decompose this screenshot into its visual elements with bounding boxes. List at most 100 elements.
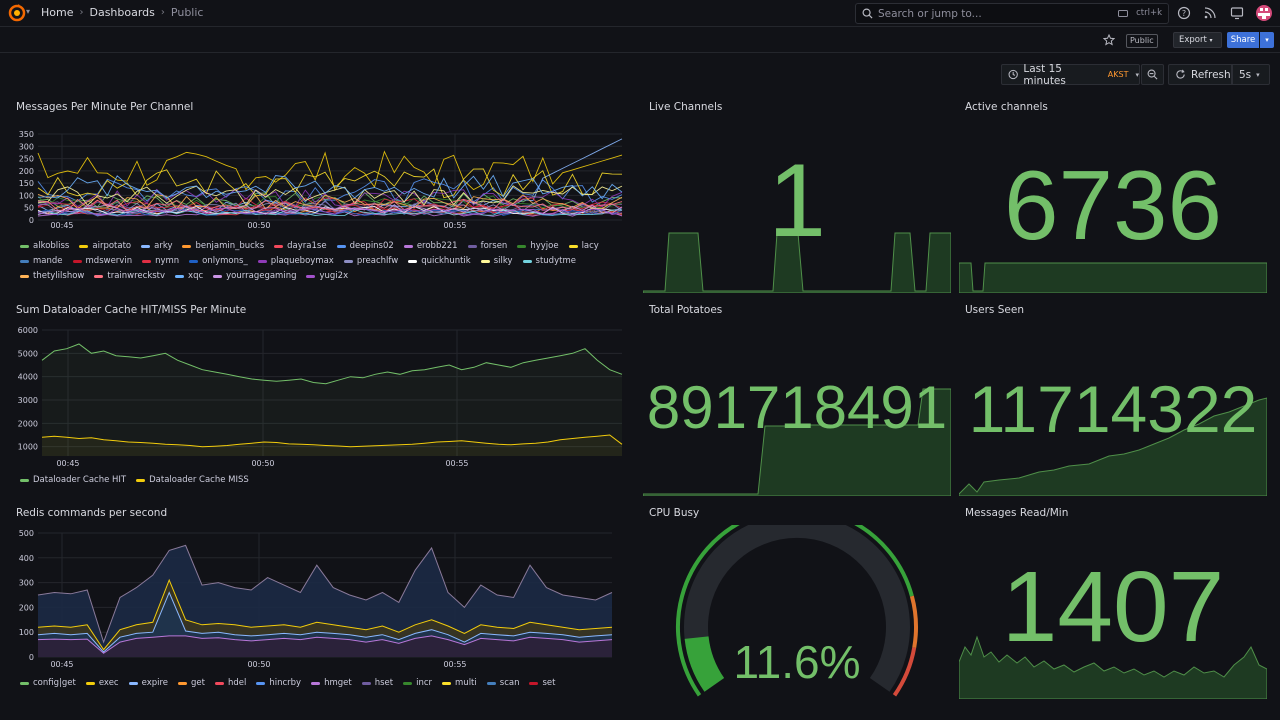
legend-item[interactable]: benjamin_bucks xyxy=(182,241,264,251)
refresh-button[interactable]: Refresh xyxy=(1168,64,1232,85)
legend-label: trainwreckstv xyxy=(107,271,166,281)
messages-chart[interactable]: 0 50 100 150 200 250 300 350 00:45 00:50 00:55 xyxy=(16,129,628,229)
legend-item[interactable]: exec xyxy=(85,678,119,688)
legend-item[interactable]: yourragegaming xyxy=(213,271,296,281)
monitor-icon[interactable] xyxy=(1230,6,1244,20)
live-channels-value: 1 xyxy=(768,143,826,259)
breadcrumb-dashboards[interactable]: Dashboards xyxy=(89,6,155,19)
rss-feed-icon[interactable] xyxy=(1203,6,1217,20)
star-icon[interactable] xyxy=(1103,34,1115,46)
series-line xyxy=(37,544,613,644)
legend-item[interactable]: incr xyxy=(403,678,432,688)
chevron-right-icon: › xyxy=(79,7,84,18)
panel-title[interactable]: Users Seen xyxy=(965,304,1024,316)
legend-item[interactable]: mdswervin xyxy=(72,256,132,266)
panel-title[interactable]: Live Channels xyxy=(649,101,723,113)
series-line xyxy=(37,635,613,654)
legend-item[interactable]: get xyxy=(178,678,205,688)
redis-legend: config|get exec expire get hdel hincrby hmget h… xyxy=(20,678,620,688)
series-line xyxy=(37,195,623,211)
legend-item[interactable]: hdel xyxy=(214,678,246,688)
user-avatar[interactable] xyxy=(1256,5,1272,21)
legend-item[interactable]: erobb221 xyxy=(403,241,458,251)
legend-item[interactable]: multi xyxy=(442,678,477,688)
legend-item[interactable]: nymn xyxy=(142,256,179,266)
legend-swatch xyxy=(20,681,29,685)
legend-label: lacy xyxy=(581,241,599,251)
legend-label: plaqueboymax xyxy=(270,256,334,266)
refresh-interval-picker[interactable]: 5s ▾ xyxy=(1232,64,1270,85)
legend-item[interactable]: plaqueboymax xyxy=(257,256,334,266)
panel-title[interactable]: Total Potatoes xyxy=(649,304,723,316)
x-tick-label: 00:45 xyxy=(56,459,79,468)
legend-item[interactable]: hyyjoe xyxy=(517,241,559,251)
share-dropdown-chevron-icon[interactable]: ▾ xyxy=(1260,32,1274,48)
active-channels-value: 6736 xyxy=(1003,150,1222,260)
panel-title[interactable]: Redis commands per second xyxy=(16,507,168,519)
total-potatoes-sparkline xyxy=(643,388,951,496)
panel-title[interactable]: CPU Busy xyxy=(649,507,700,519)
help-icon[interactable]: ? xyxy=(1177,6,1191,20)
messages-legend: alkobliss airpotato arky benjamin_bucks dayr… xyxy=(20,241,620,281)
legend-item[interactable]: onlymons_ xyxy=(189,256,248,266)
panel-active-channels: Active channels 6736 xyxy=(959,101,1267,293)
y-tick-label: 350 xyxy=(19,130,34,139)
legend-item[interactable]: arky xyxy=(141,241,172,251)
legend-swatch xyxy=(480,259,490,263)
grafana-logo-icon[interactable] xyxy=(8,4,26,22)
legend-item[interactable]: lacy xyxy=(568,241,599,251)
legend-item[interactable]: set xyxy=(529,678,555,688)
legend-item[interactable]: scan xyxy=(486,678,519,688)
zoom-out-button[interactable] xyxy=(1141,64,1164,85)
legend-item[interactable]: thetylilshow xyxy=(20,271,84,281)
legend-item[interactable]: silky xyxy=(480,256,513,266)
legend-item[interactable]: trainwreckstv xyxy=(94,271,165,281)
legend-item[interactable]: Dataloader Cache MISS xyxy=(136,475,249,485)
y-tick-label: 2000 xyxy=(18,419,38,428)
panel-title[interactable]: Messages Per Minute Per Channel xyxy=(16,101,194,113)
legend-item[interactable]: forsen xyxy=(467,241,507,251)
legend-item[interactable]: studytme xyxy=(522,256,576,266)
cpu-gauge[interactable] xyxy=(643,525,951,697)
panel-title[interactable]: Messages Read/Min xyxy=(965,507,1069,519)
search-input[interactable]: Search or jump to... ctrl+k xyxy=(855,3,1169,24)
zoom-out-icon xyxy=(1147,69,1158,80)
redis-chart[interactable]: 0 100 200 300 400 500 00:45 00:50 00:55 xyxy=(16,527,628,672)
legend-swatch xyxy=(403,244,413,248)
legend-item[interactable]: Dataloader Cache HIT xyxy=(20,475,126,485)
legend-item[interactable]: config|get xyxy=(20,678,76,688)
series-area xyxy=(42,344,622,456)
legend-label: mande xyxy=(33,256,63,266)
y-tick-label: 50 xyxy=(24,204,34,213)
legend-item[interactable]: airpotato xyxy=(79,241,131,251)
refresh-label: Refresh xyxy=(1191,68,1231,81)
legend-swatch xyxy=(20,259,29,263)
refresh-icon xyxy=(1176,69,1185,79)
export-button[interactable]: Export ▾ xyxy=(1173,32,1222,48)
legend-label: onlymons_ xyxy=(202,256,248,266)
time-range-picker[interactable]: Last 15 minutes AKST ▾ xyxy=(1001,63,1140,87)
panel-title[interactable]: Active channels xyxy=(965,101,1048,113)
share-button[interactable]: Share xyxy=(1227,32,1259,48)
legend-swatch xyxy=(214,681,224,685)
legend-swatch xyxy=(257,259,267,263)
logo-caret-icon[interactable]: ▾ xyxy=(26,7,31,16)
legend-item[interactable]: hset xyxy=(361,678,393,688)
legend-label: erobb221 xyxy=(416,241,458,251)
panel-title[interactable]: Sum Dataloader Cache HIT/MISS Per Minute xyxy=(16,304,247,316)
legend-item[interactable]: alkobliss xyxy=(20,241,69,251)
cache-chart[interactable]: 1000 2000 3000 4000 5000 6000 00:45 00:50 00:55 xyxy=(16,324,628,470)
legend-item[interactable]: yugi2x xyxy=(306,271,348,281)
legend-item[interactable]: deepins02 xyxy=(336,241,394,251)
breadcrumb-home[interactable]: Home xyxy=(41,6,74,19)
refresh-interval-value: 5s xyxy=(1239,68,1252,81)
legend-item[interactable]: hmget xyxy=(311,678,352,688)
legend-swatch xyxy=(274,244,284,248)
legend-item[interactable]: dayra1se xyxy=(274,241,327,251)
legend-item[interactable]: hincrby xyxy=(256,678,301,688)
legend-item[interactable]: preachlfw xyxy=(343,256,398,266)
legend-item[interactable]: quickhuntik xyxy=(408,256,471,266)
legend-item[interactable]: mande xyxy=(20,256,63,266)
legend-item[interactable]: expire xyxy=(128,678,168,688)
legend-item[interactable]: xqc xyxy=(175,271,203,281)
